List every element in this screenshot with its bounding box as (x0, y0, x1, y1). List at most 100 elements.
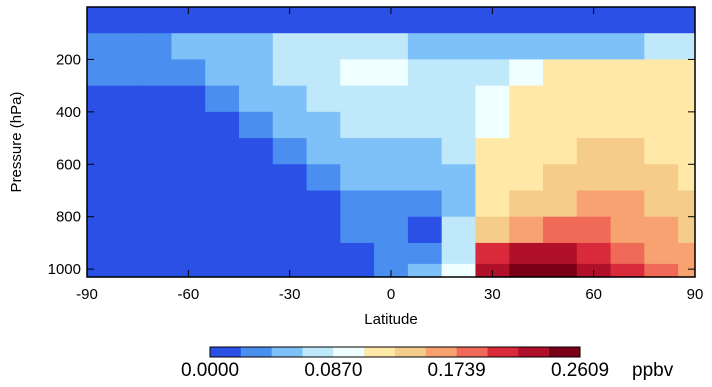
heatmap-cell (475, 190, 510, 218)
heatmap-cell (543, 33, 578, 61)
heatmap-cell (306, 59, 341, 87)
heatmap-cell (678, 138, 696, 165)
heatmap-cell (137, 111, 173, 139)
colorbar-swatch (549, 347, 581, 357)
heatmap-cell (678, 190, 696, 218)
x-tick-label: 90 (687, 286, 704, 303)
heatmap-cell (509, 111, 544, 139)
heatmap-cell (103, 216, 139, 244)
heatmap-cell (171, 59, 206, 87)
heatmap-cell (340, 216, 375, 244)
heatmap-cell (239, 111, 274, 139)
heatmap-cell (576, 33, 612, 61)
heatmap-cell (306, 111, 341, 139)
heatmap-cell (340, 111, 375, 139)
heatmap-cell (103, 111, 139, 139)
heatmap-cell (306, 242, 341, 265)
heatmap-cell (272, 242, 308, 265)
heatmap-cell (272, 216, 308, 244)
heatmap-cells (87, 7, 696, 278)
heatmap-cell (306, 85, 341, 113)
heatmap-cell (543, 190, 578, 218)
heatmap-cell (407, 216, 443, 244)
heatmap-cell (610, 138, 645, 165)
heatmap-cell (306, 164, 341, 192)
heatmap-cell (137, 138, 173, 165)
heatmap-cell (475, 216, 510, 244)
colorbar-swatch (271, 347, 303, 357)
colorbar-tick-label: 0.0000 (181, 360, 239, 381)
heatmap-cell (475, 85, 510, 113)
x-tick-label: 60 (585, 286, 602, 303)
colorbar-tick-label: 0.1739 (428, 360, 486, 381)
heatmap-cell (171, 190, 206, 218)
heatmap-cell (543, 7, 578, 34)
heatmap-cell (103, 242, 139, 265)
heatmap-cell (610, 164, 645, 192)
heatmap-cell (103, 164, 139, 192)
heatmap-cell (678, 164, 696, 192)
heatmap-cell (205, 7, 240, 34)
heatmap-cell (441, 111, 477, 139)
colorbar-swatch (395, 347, 427, 357)
heatmap-cell (610, 111, 645, 139)
heatmap-cell (171, 138, 206, 165)
heatmap-cell (475, 33, 510, 61)
heatmap-cell (644, 164, 679, 192)
colorbar-tick-label: 0.0870 (304, 360, 362, 381)
heatmap-cell (475, 59, 510, 87)
x-tick-label: -90 (76, 286, 98, 303)
heatmap-cell (509, 190, 544, 218)
heatmap-cell (610, 263, 645, 278)
heatmap-cell (407, 33, 443, 61)
heatmap-cell (137, 216, 173, 244)
heatmap-cell (678, 111, 696, 139)
heatmap-cell (306, 138, 341, 165)
heatmap-cell (306, 7, 341, 34)
heatmap-cell (441, 59, 477, 87)
x-tick-label: -60 (177, 286, 199, 303)
heatmap-cell (644, 7, 679, 34)
heatmap-cell (576, 138, 612, 165)
heatmap-cell (441, 85, 477, 113)
heatmap-cell (87, 7, 105, 34)
heatmap-cell (543, 164, 578, 192)
heatmap-cell (441, 138, 477, 165)
heatmap-cell (306, 263, 341, 278)
heatmap-cell (103, 138, 139, 165)
heatmap-cell (374, 138, 409, 165)
heatmap-cell (407, 164, 443, 192)
y-tick-label: 200 (56, 51, 81, 68)
heatmap-cell (137, 242, 173, 265)
heatmap-cell (306, 190, 341, 218)
heatmap-cell (87, 33, 105, 61)
heatmap-cell (543, 242, 578, 265)
heatmap-cell (239, 242, 274, 265)
heatmap-cell (644, 190, 679, 218)
colorbar-swatch (425, 347, 458, 357)
heatmap-cell (103, 263, 139, 278)
heatmap-cell (340, 85, 375, 113)
heatmap-cell (374, 59, 409, 87)
heatmap-cell (103, 85, 139, 113)
heatmap-cell (644, 59, 679, 87)
heatmap-cell (543, 59, 578, 87)
heatmap-cell (137, 33, 173, 61)
heatmap-cell (272, 59, 308, 87)
heatmap-cell (205, 216, 240, 244)
y-tick-label: 800 (56, 209, 81, 226)
heatmap-cell (87, 111, 105, 139)
heatmap-cell (340, 263, 375, 278)
heatmap-cell (407, 190, 443, 218)
heatmap-cell (509, 59, 544, 87)
heatmap-cell (509, 7, 544, 34)
y-tick-label: 400 (56, 104, 81, 121)
heatmap-cell (576, 164, 612, 192)
colorbar-swatch (364, 347, 396, 357)
heatmap-cell (340, 138, 375, 165)
heatmap-cell (644, 242, 679, 265)
heatmap-cell (509, 263, 544, 278)
heatmap-cell (644, 138, 679, 165)
heatmap-cell (103, 59, 139, 87)
